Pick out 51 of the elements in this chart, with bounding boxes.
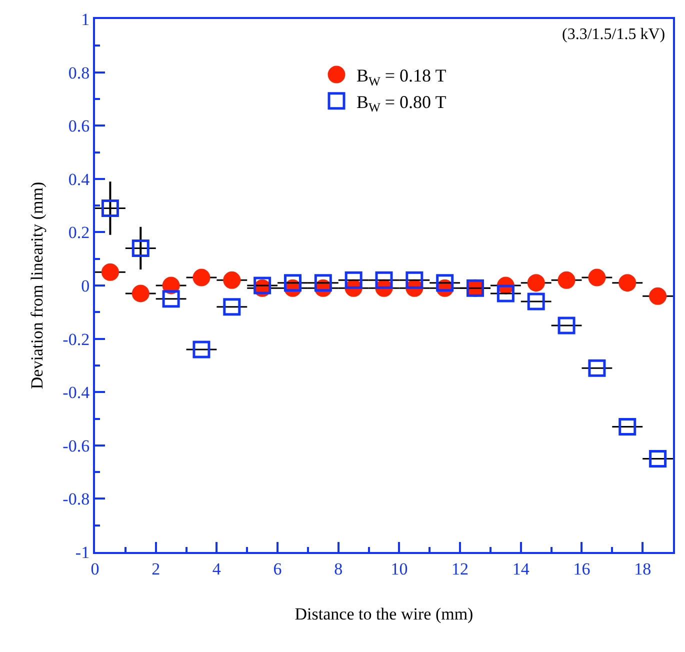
x-tick-label: 2 — [152, 559, 160, 578]
point — [314, 274, 332, 292]
point — [406, 271, 424, 289]
point — [618, 274, 636, 292]
point — [132, 239, 150, 257]
annotation: (3.3/1.5/1.5 kV) — [562, 26, 666, 43]
y-tick-label: 0.8 — [68, 63, 90, 82]
y-tick-label: 0.6 — [68, 116, 90, 136]
point — [527, 274, 545, 292]
point — [649, 450, 667, 468]
point — [588, 359, 606, 377]
x-tick-label: 16 — [573, 559, 590, 578]
x-tick-label: 6 — [273, 559, 282, 578]
x-axis-title: Distance to the wire (mm) — [294, 604, 474, 624]
point — [101, 199, 119, 217]
point — [223, 298, 241, 316]
y-tick-label: 1 — [81, 10, 90, 29]
point — [284, 274, 302, 292]
point — [436, 274, 454, 292]
point — [496, 284, 514, 302]
point — [618, 418, 636, 436]
y-tick-label: -0.2 — [62, 330, 90, 349]
y-tick-label: 0.2 — [68, 223, 90, 242]
legend-label: B$_{W}$ = 0.18 T — [356, 66, 446, 88]
x-tick-label: 4 — [212, 559, 222, 578]
legend-label: B$_{W}$ = 0.80 T — [356, 92, 446, 115]
point — [132, 284, 150, 302]
point — [344, 271, 362, 289]
point — [375, 271, 393, 289]
point — [101, 263, 119, 281]
point — [223, 271, 241, 289]
point — [558, 316, 576, 334]
y-tick-label: -0.8 — [62, 490, 90, 509]
x-tick-label: 12 — [452, 559, 469, 578]
point — [649, 287, 667, 305]
x-tick-label: 14 — [512, 559, 530, 578]
point — [527, 292, 545, 310]
y-tick-label: 0 — [81, 276, 90, 296]
x-tick-label: 8 — [334, 559, 343, 578]
point — [192, 268, 210, 286]
x-tick-label: 18 — [634, 559, 652, 578]
point — [588, 268, 606, 286]
y-axis-title: Deviation from linearity (mm) — [28, 182, 47, 390]
x-tick-label: 10 — [390, 559, 408, 578]
point — [162, 290, 180, 308]
point — [558, 271, 576, 289]
y-tick-label: -0.4 — [62, 383, 90, 402]
y-tick-label: -1 — [75, 542, 90, 562]
y-tick-label: -0.6 — [62, 436, 90, 456]
point — [192, 340, 210, 358]
y-tick-label: 0.4 — [68, 170, 90, 189]
